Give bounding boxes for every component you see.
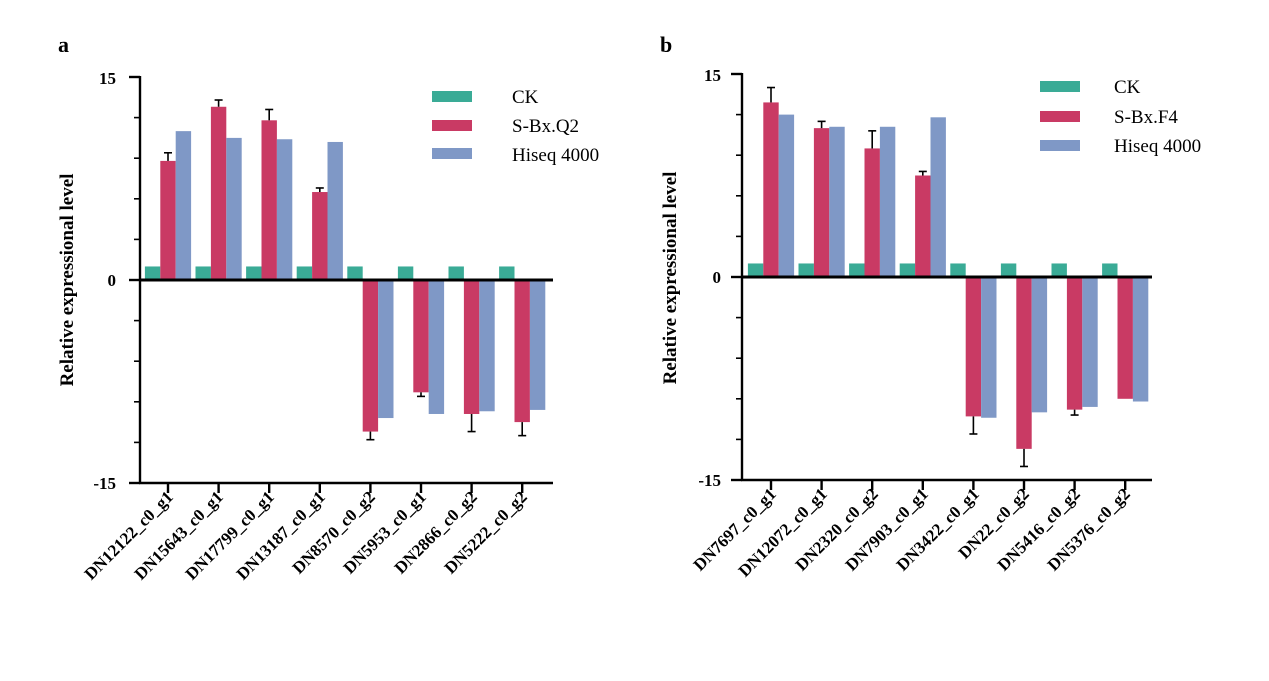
bar <box>965 277 982 417</box>
legend-swatch-hiseq <box>1040 140 1080 151</box>
plot-area-b <box>731 72 1152 490</box>
legend-swatch-ck <box>432 91 472 102</box>
bar <box>1132 277 1149 402</box>
bar <box>144 266 161 280</box>
bar <box>1000 263 1017 277</box>
bar <box>829 126 845 277</box>
bar <box>327 141 343 280</box>
x-tick-label: DN12072_c0_g1 <box>735 484 831 580</box>
bar <box>514 280 530 423</box>
y-tick-label: 15 <box>99 69 116 88</box>
y-tick-label: -15 <box>93 474 116 493</box>
panel-b: b Relative expressional level 15 0 -15 C… <box>660 32 1201 581</box>
bar <box>813 128 830 277</box>
bar <box>950 263 966 277</box>
bar <box>778 114 795 277</box>
legend-swatch-ck <box>1040 81 1080 92</box>
y-tick-labels-a: 15 0 -15 <box>93 69 116 493</box>
x-tick-label: DN12122_c0_g1 <box>81 487 177 583</box>
bar <box>879 126 896 277</box>
bar <box>413 280 429 393</box>
bar <box>1066 277 1083 410</box>
bar <box>930 117 946 277</box>
x-tick-label: DN13187_c0_g1 <box>233 487 329 583</box>
bar <box>1016 277 1032 449</box>
bar <box>1102 263 1118 277</box>
y-axis-title-a: Relative expressional level <box>57 174 78 387</box>
bar <box>347 266 363 280</box>
bar <box>175 131 192 280</box>
legend-swatch-treatment <box>1040 111 1080 122</box>
bar <box>1082 277 1098 407</box>
y-tick-label: -15 <box>698 471 721 490</box>
bar <box>529 280 546 410</box>
bar <box>246 266 262 280</box>
bar <box>981 277 997 418</box>
legend-swatch-treatment <box>432 120 472 131</box>
bar <box>296 266 313 280</box>
bar <box>1031 277 1048 413</box>
bar <box>210 106 227 281</box>
x-tick-labels-a: DN12122_c0_g1 DN15643_c0_g1 DN17799_c0_g… <box>81 487 531 583</box>
legend-swatch-hiseq <box>432 148 472 159</box>
panel-letter-b: b <box>660 32 672 57</box>
bar <box>915 175 931 277</box>
bar <box>378 280 394 419</box>
bar <box>428 280 445 414</box>
y-tick-label: 0 <box>713 268 722 287</box>
bar <box>747 263 764 277</box>
bar <box>1051 263 1067 277</box>
y-tick-labels-b: 15 0 -15 <box>698 66 721 490</box>
bar <box>1117 277 1133 399</box>
legend-label-treatment: S-Bx.Q2 <box>512 116 579 137</box>
bar <box>448 266 464 280</box>
x-tick-label: DN17799_c0_g1 <box>182 487 278 583</box>
panel-letter-a: a <box>58 32 69 57</box>
bar <box>160 160 176 280</box>
bar <box>276 139 293 280</box>
plot-area-a <box>129 75 553 493</box>
legend-label-hiseq: Hiseq 4000 <box>1114 136 1201 157</box>
bar <box>226 137 242 280</box>
x-tick-label: DN15643_c0_g1 <box>131 487 227 583</box>
bar <box>397 266 414 280</box>
bar <box>195 266 211 280</box>
bar <box>499 266 515 280</box>
bar <box>312 192 328 280</box>
y-tick-label: 15 <box>704 66 721 85</box>
panel-a: a Relative expressional level 15 0 -15 C… <box>57 32 599 584</box>
x-tick-labels-b: DN7697_c0_g1 DN12072_c0_g1 DN2320_c0_g2 … <box>690 484 1134 580</box>
bar <box>261 120 277 280</box>
legend-b: CK S-Bx.F4 Hiseq 4000 <box>1040 77 1201 157</box>
legend-a: CK S-Bx.Q2 Hiseq 4000 <box>432 87 599 166</box>
y-tick-label: 0 <box>108 271 117 290</box>
legend-label-ck: CK <box>512 87 539 108</box>
bar <box>763 102 779 277</box>
y-axis-title-b: Relative expressional level <box>660 172 681 385</box>
legend-label-hiseq: Hiseq 4000 <box>512 145 599 166</box>
bar <box>479 280 495 412</box>
bar <box>362 280 379 432</box>
bar <box>849 263 865 277</box>
bar <box>864 148 880 277</box>
legend-label-ck: CK <box>1114 77 1141 98</box>
legend-label-treatment: S-Bx.F4 <box>1114 107 1178 128</box>
bar <box>463 280 480 414</box>
bar <box>899 263 916 277</box>
bar <box>798 263 814 277</box>
